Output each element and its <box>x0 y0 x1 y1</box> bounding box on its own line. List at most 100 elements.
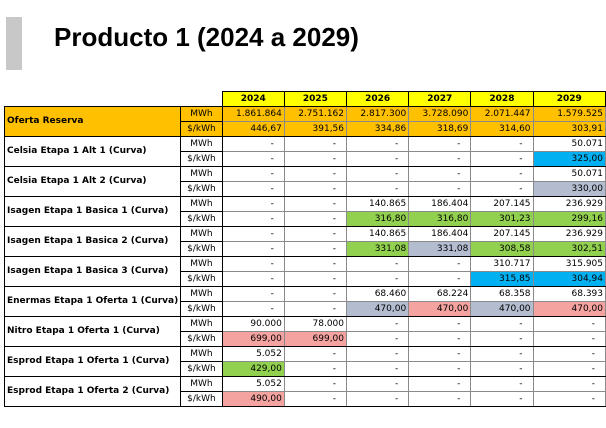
mwh-cell: - <box>346 136 410 152</box>
price-cell: - <box>221 211 285 227</box>
mwh-cell: 68.224 <box>408 286 472 302</box>
table-row: Oferta Reserva MWh 1.861.864 2.751.162 2.817… <box>3 106 606 137</box>
year-header-row: 2024 2025 2026 2027 2028 2029 <box>5 91 606 107</box>
mwh-cell: 50.071 <box>532 166 606 182</box>
table-row: $/kWh - - - -315,85 304,94 <box>5 271 606 287</box>
offer-name: Oferta Reserva <box>3 106 182 137</box>
unit-label-mwh: MWh <box>180 226 223 242</box>
mwh-cell: 3.728.090 <box>408 106 472 122</box>
mwh-cell: - <box>408 376 472 392</box>
price-cell: 314,60 <box>470 121 534 137</box>
mwh-cell: - <box>221 256 285 272</box>
mwh-cell: 78.000 <box>283 316 348 332</box>
mwh-cell: - <box>283 376 348 392</box>
price-cell: 470,00 <box>408 301 472 317</box>
year-header-2025: 2025 <box>283 91 348 107</box>
price-cell: 470,00 <box>532 301 606 317</box>
table-row: $/kWh 490,00- - - - - <box>5 391 606 407</box>
offer-name: Celsia Etapa 1 Alt 1 (Curva) <box>3 136 182 167</box>
price-cell: - <box>408 391 472 407</box>
mwh-cell: - <box>346 256 410 272</box>
mwh-cell: 140.865 <box>346 226 410 242</box>
mwh-cell: - <box>283 346 348 362</box>
price-cell: 318,69 <box>408 121 472 137</box>
price-cell: 301,23 <box>470 211 534 227</box>
price-cell: - <box>346 151 410 167</box>
mwh-cell: - <box>283 226 348 242</box>
mwh-cell: - <box>346 346 410 362</box>
year-header-2024: 2024 <box>221 91 285 107</box>
mwh-cell: - <box>283 136 348 152</box>
table-row: $/kWh - -470,00 470,00 470,00 470,00 <box>5 301 606 317</box>
unit-label-mwh: MWh <box>180 166 223 182</box>
unit-label-price: $/kWh <box>180 271 223 287</box>
mwh-cell: 207.145 <box>470 226 534 242</box>
mwh-cell: - <box>470 136 534 152</box>
mwh-cell: 186.404 <box>408 226 472 242</box>
table-row: Esprod Etapa 1 Oferta 1 (Curva) MWh 5.052-… <box>3 346 606 377</box>
unit-label-mwh: MWh <box>180 196 223 212</box>
offer-name: Nitro Etapa 1 Oferta 1 (Curva) <box>3 316 182 347</box>
price-cell: - <box>532 391 606 407</box>
unit-label-mwh: MWh <box>180 316 223 332</box>
unit-label-mwh: MWh <box>180 256 223 272</box>
mwh-cell: 68.393 <box>532 286 606 302</box>
price-cell: 304,94 <box>532 271 606 287</box>
offer-name: Esprod Etapa 1 Oferta 1 (Curva) <box>3 346 182 377</box>
price-cell: 330,00 <box>532 181 606 197</box>
table-row: Esprod Etapa 1 Oferta 2 (Curva) MWh 5.052-… <box>3 376 606 407</box>
price-cell: 490,00 <box>221 391 285 407</box>
mwh-cell: 2.817.300 <box>346 106 410 122</box>
unit-label-price: $/kWh <box>180 391 223 407</box>
price-cell: 334,86 <box>346 121 410 137</box>
price-cell: - <box>470 391 534 407</box>
price-cell: - <box>221 241 285 257</box>
mwh-cell: - <box>408 166 472 182</box>
price-cell: - <box>346 331 410 347</box>
price-cell: - <box>221 151 285 167</box>
table-row: Isagen Etapa 1 Basica 1 (Curva) MWh - -140.… <box>3 196 606 227</box>
price-cell: - <box>283 211 348 227</box>
mwh-cell: 2.071.447 <box>470 106 534 122</box>
mwh-cell: 1.861.864 <box>221 106 285 122</box>
price-cell: 308,58 <box>470 241 534 257</box>
mwh-cell: 1.579.525 <box>532 106 606 122</box>
price-cell: - <box>408 331 472 347</box>
unit-label-price: $/kWh <box>180 331 223 347</box>
price-cell: - <box>283 151 348 167</box>
table-row: Enermas Etapa 1 Oferta 1 (Curva) MWh - -68.… <box>3 286 606 317</box>
price-cell: 316,80 <box>408 211 472 227</box>
price-cell: 303,91 <box>532 121 606 137</box>
mwh-cell: 207.145 <box>470 196 534 212</box>
mwh-cell: - <box>532 316 606 332</box>
mwh-cell: - <box>221 196 285 212</box>
unit-label-mwh: MWh <box>180 136 223 152</box>
price-cell: 470,00 <box>470 301 534 317</box>
unit-label-mwh: MWh <box>180 346 223 362</box>
table-row: Celsia Etapa 1 Alt 1 (Curva) MWh - - - - -50.0… <box>3 136 606 167</box>
mwh-cell: 68.460 <box>346 286 410 302</box>
price-cell: - <box>221 271 285 287</box>
price-cell: - <box>346 391 410 407</box>
price-cell: - <box>408 151 472 167</box>
price-cell: 331,08 <box>346 241 410 257</box>
price-cell: - <box>283 301 348 317</box>
table-row: $/kWh - - - - -330,00 <box>5 181 606 197</box>
table-row: $/kWh - - - - -325,00 <box>5 151 606 167</box>
unit-label-price: $/kWh <box>180 121 223 137</box>
mwh-cell: - <box>470 376 534 392</box>
price-cell: - <box>408 181 472 197</box>
unit-label-price: $/kWh <box>180 181 223 197</box>
table-row: Nitro Etapa 1 Oferta 1 (Curva) MWh 90.000 7… <box>3 316 606 347</box>
price-cell: - <box>470 361 534 377</box>
price-cell: 316,80 <box>346 211 410 227</box>
mwh-cell: - <box>408 316 472 332</box>
page-title: Producto 1 (2024 a 2029) <box>54 22 359 52</box>
price-cell: - <box>470 181 534 197</box>
offer-name: Isagen Etapa 1 Basica 2 (Curva) <box>3 226 182 257</box>
offer-name: Isagen Etapa 1 Basica 3 (Curva) <box>3 256 182 287</box>
mwh-cell: 90.000 <box>221 316 285 332</box>
price-cell: - <box>346 271 410 287</box>
mwh-cell: - <box>283 286 348 302</box>
unit-label-price: $/kWh <box>180 241 223 257</box>
